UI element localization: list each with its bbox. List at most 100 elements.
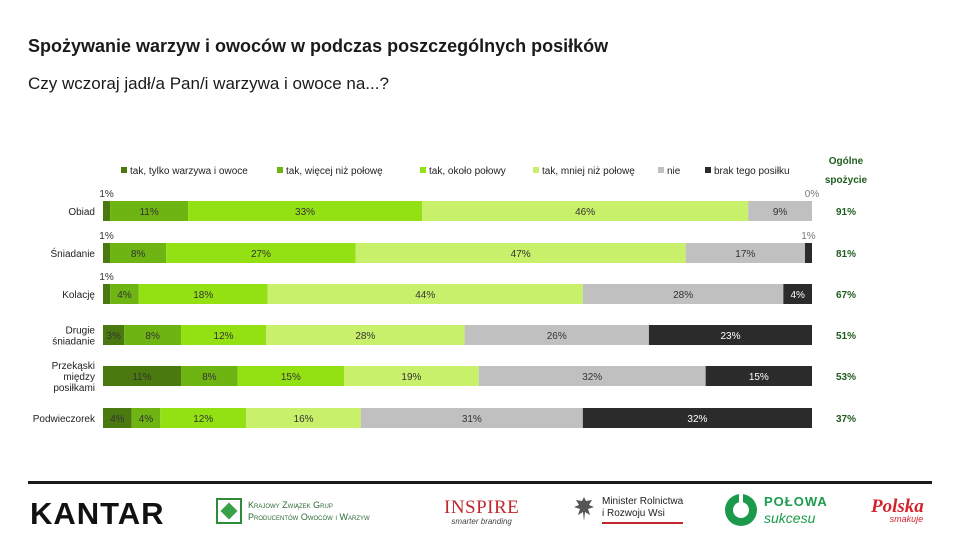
bar-segment bbox=[180, 325, 267, 345]
category-label: Przekąski bbox=[52, 361, 95, 372]
polska-line-1: Polska bbox=[871, 496, 924, 517]
data-label: 19% bbox=[401, 372, 421, 383]
overall-value: 91% bbox=[836, 207, 856, 218]
bar-segment bbox=[267, 284, 583, 304]
bar-segment bbox=[237, 366, 345, 386]
legend-swatch bbox=[121, 167, 127, 173]
overall-value: 53% bbox=[836, 372, 856, 383]
data-label: 28% bbox=[673, 290, 693, 301]
page-title: Spożywanie warzyw i owoców w podczas pos… bbox=[28, 36, 609, 56]
polska-smakuje-logo: Polska smakuje bbox=[871, 496, 924, 524]
bar-segment bbox=[138, 284, 268, 304]
legend-swatch bbox=[658, 167, 664, 173]
bar-segment bbox=[103, 243, 111, 263]
bar-segment bbox=[783, 284, 812, 304]
bar-segment bbox=[360, 408, 583, 428]
data-label: 1% bbox=[99, 231, 114, 242]
legend-label: tak, tylko warzywa i owoce bbox=[130, 166, 248, 177]
bar-segment bbox=[131, 408, 161, 428]
bar-segment bbox=[180, 366, 238, 386]
inspire-logo: INSPIRE smarter branding bbox=[444, 497, 519, 526]
data-label: 28% bbox=[355, 331, 375, 342]
bar-segment bbox=[110, 201, 189, 221]
inspire-tagline: smarter branding bbox=[451, 517, 512, 526]
data-label: 16% bbox=[294, 414, 314, 425]
kzg-logo: Krajowy Związek Grup Producentów Owoców … bbox=[216, 498, 370, 524]
data-label: 27% bbox=[251, 249, 271, 260]
bar-segment bbox=[266, 325, 465, 345]
category-label: między bbox=[63, 372, 95, 383]
data-label: 31% bbox=[462, 414, 482, 425]
data-label: 26% bbox=[547, 331, 567, 342]
data-label: 4% bbox=[117, 290, 132, 301]
legend-label: tak, około połowy bbox=[429, 166, 506, 177]
bar-segment bbox=[110, 284, 139, 304]
kzg-emblem-icon bbox=[216, 498, 242, 524]
bar-segment bbox=[110, 243, 167, 263]
legend-label: brak tego posiłku bbox=[714, 166, 790, 177]
data-label: 8% bbox=[131, 249, 146, 260]
legend-swatch bbox=[277, 167, 283, 173]
legend-swatch bbox=[533, 167, 539, 173]
data-label: 4% bbox=[139, 414, 154, 425]
bar-segment bbox=[103, 366, 181, 386]
bar-segment bbox=[464, 325, 649, 345]
data-label: 12% bbox=[193, 414, 213, 425]
overall-header: Ogólne spożycie bbox=[824, 156, 868, 186]
bar-segment bbox=[103, 201, 111, 221]
bar-segment bbox=[103, 408, 132, 428]
data-label: 9% bbox=[773, 207, 788, 218]
category-label: śniadanie bbox=[52, 337, 95, 348]
data-label: 1% bbox=[99, 189, 114, 200]
data-label: 17% bbox=[735, 249, 755, 260]
data-label: 8% bbox=[145, 331, 160, 342]
bar-segment bbox=[422, 201, 749, 221]
bar-segment bbox=[582, 284, 784, 304]
bar-segment bbox=[103, 325, 125, 345]
legend-swatch bbox=[705, 167, 711, 173]
data-label: 11% bbox=[132, 372, 151, 383]
overall-value: 51% bbox=[836, 331, 856, 342]
category-label: Podwieczorek bbox=[33, 414, 96, 425]
bar-segment bbox=[685, 243, 805, 263]
plate-icon bbox=[725, 494, 757, 526]
data-label: 23% bbox=[720, 331, 740, 342]
data-label: 32% bbox=[687, 414, 707, 425]
category-label: Drugie bbox=[66, 326, 96, 337]
category-label: Obiad bbox=[68, 207, 95, 218]
legend-label: tak, mniej niż połowę bbox=[542, 166, 635, 177]
kzg-line-1: Krajowy Związek Grup bbox=[248, 500, 333, 510]
data-label: 3% bbox=[106, 331, 121, 342]
bar-segment bbox=[355, 243, 686, 263]
category-label: Śniadanie bbox=[51, 247, 96, 260]
polska-line-2: smakuje bbox=[889, 514, 924, 524]
data-label: 11% bbox=[139, 207, 158, 218]
data-label: 15% bbox=[281, 372, 301, 383]
footer-divider bbox=[28, 481, 932, 484]
data-label: 46% bbox=[575, 207, 595, 218]
data-label: 32% bbox=[582, 372, 602, 383]
polowa-line-2: sukcesu bbox=[764, 510, 816, 526]
data-label: 44% bbox=[415, 290, 435, 301]
inspire-name: INSPIRE bbox=[444, 497, 520, 518]
data-label: 0% bbox=[805, 189, 820, 200]
bar-segment bbox=[705, 366, 812, 386]
legend-label: tak, więcej niż połowę bbox=[286, 166, 383, 177]
overall-value: 37% bbox=[836, 414, 856, 425]
polowa-line-1: POŁOWA bbox=[764, 494, 828, 509]
bar-segment bbox=[748, 201, 812, 221]
minister-logo: Minister Rolnictwa i Rozwoju Wsi bbox=[572, 495, 684, 525]
bar-segment bbox=[344, 366, 479, 386]
data-label: 4% bbox=[790, 290, 805, 301]
minister-line-2: i Rozwoju Wsi bbox=[602, 508, 665, 519]
bar-segment bbox=[246, 408, 361, 428]
page-subtitle: Czy wczoraj jadł/a Pan/i warzywa i owoce… bbox=[28, 74, 389, 93]
data-label: 12% bbox=[214, 331, 234, 342]
kantar-logo: KANTAR bbox=[30, 496, 165, 531]
bar-segment bbox=[478, 366, 706, 386]
polowa-logo: POŁOWA sukcesu bbox=[724, 493, 828, 527]
legend-label: nie bbox=[667, 166, 681, 177]
bar-segment bbox=[188, 201, 423, 221]
bar-segment bbox=[582, 408, 812, 428]
